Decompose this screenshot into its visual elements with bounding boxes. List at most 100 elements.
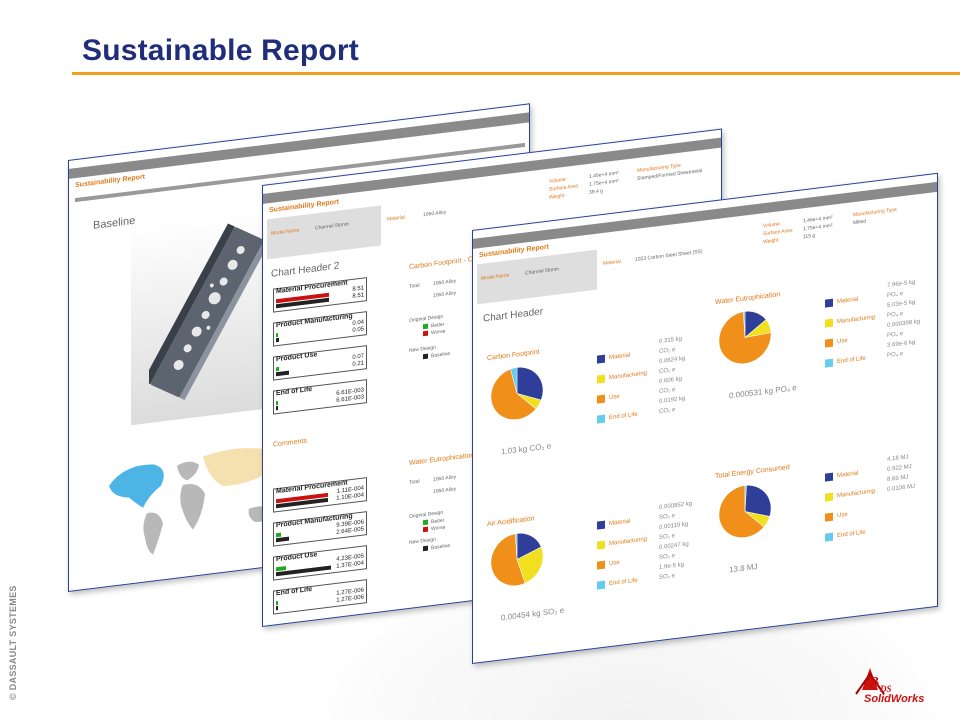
legend-label-end_of_life: End of Life — [837, 355, 866, 366]
bar-new — [276, 532, 281, 538]
better-swatch — [423, 323, 428, 330]
water-eutrophication-value: 0.000398 kg — [887, 318, 921, 330]
pie-slice-use — [718, 311, 772, 364]
water-eutrophication-total: 0.000531 kg PO₄ e — [729, 383, 797, 401]
pie-chart — [718, 485, 772, 538]
material-label: Material — [387, 214, 405, 223]
water-eutrophication-value: 3.69e-6 kg — [887, 339, 916, 350]
air-acidification-value: 0.00119 kg — [659, 521, 689, 532]
water-eutrophication-title: Water Eutrophication — [715, 291, 781, 307]
bar-box: Product Use 4.23E-005 1.37E-004 — [273, 545, 367, 581]
svg-text:3: 3 — [872, 675, 879, 690]
title-underline — [72, 72, 960, 75]
bar-box: End of Life 6.61E-003 6.61E-003 — [273, 379, 367, 415]
legend-label-end_of_life: End of Life — [609, 411, 638, 422]
legend-swatch-manufacturing — [825, 318, 833, 328]
legend-swatch-manufacturing — [597, 374, 605, 384]
legend-swatch-end_of_life — [597, 580, 605, 590]
bar-new — [276, 366, 280, 372]
pie-slice-end_of_life — [744, 485, 747, 512]
legend-label-use: Use — [609, 559, 620, 568]
pie-slice-end_of_life — [743, 311, 746, 338]
bar-label: End of Life — [276, 585, 313, 598]
bar-value: 0.21 — [352, 360, 364, 368]
air-acidification-value: SO₂ e — [659, 573, 676, 582]
copyright-text: © DASSAULT SYSTEMES — [8, 585, 18, 700]
carbon-footprint-value: CO₂ e — [659, 407, 676, 416]
chart-header: Chart Header — [483, 306, 544, 325]
report-sheet-detail: Sustainability Report Model Name Channel… — [472, 172, 938, 664]
legend-swatch-end_of_life — [825, 532, 833, 542]
legend-label-use: Use — [837, 511, 848, 520]
carbon-footprint-title: Carbon Footprint — [487, 348, 540, 363]
total-energy-value: 8.66 MJ — [887, 474, 909, 484]
legend-swatch-material — [597, 520, 605, 530]
svg-text:DS: DS — [879, 684, 892, 694]
bar-label: Material Procurement — [276, 279, 348, 296]
pie-slice-material — [744, 485, 772, 517]
carbon-footprint-value: 0.606 kg — [659, 376, 683, 386]
pie-slice-material — [516, 367, 544, 401]
bar-label: Product Use — [276, 351, 318, 364]
legend-swatch-manufacturing — [597, 540, 605, 550]
legend-label-material: Material — [837, 470, 859, 480]
carbon-footprint-value: 0.0192 kg — [659, 395, 686, 406]
bar-box: Product Manufacturing 9.39E-006 2.64E-005 — [273, 511, 367, 547]
air-acidification-value: SO₂ e — [659, 553, 676, 562]
solidworks-logo-icon: 3 DS — [855, 668, 892, 695]
legend-swatch-manufacturing — [825, 492, 833, 502]
legend-swatch-use — [825, 338, 833, 348]
water-eutrophication-value: 7.96e-5 kg — [887, 279, 916, 290]
carbon-footprint-title: Carbon Footprint - C — [409, 256, 473, 271]
legend-label-manufacturing: Manufacturing — [609, 370, 648, 382]
chart-header: Chart Header 2 — [271, 260, 340, 280]
legend-swatch-use — [597, 394, 605, 404]
legend-label-material: Material — [609, 518, 631, 528]
total-energy-total: 13.8 MJ — [729, 561, 758, 575]
legend-swatch-end_of_life — [597, 414, 605, 424]
bar-label: Product Manufacturing — [276, 312, 353, 330]
carbon-footprint-value: CO₂ e — [659, 347, 676, 356]
bar-new — [276, 601, 278, 606]
bar-label: End of Life — [276, 385, 313, 398]
total-energy-value: 0.0106 MJ — [887, 483, 916, 494]
channel-part-icon — [149, 223, 269, 401]
bar-baseline — [276, 606, 278, 611]
pie-slice-use — [490, 368, 537, 420]
water-eutrophication-value: PO₄ e — [887, 311, 904, 320]
legend-label-manufacturing: Manufacturing — [837, 314, 876, 326]
pie-slice-manufacturing — [516, 546, 544, 584]
bar-value: 8.51 — [352, 292, 364, 300]
report-sheet-baseline: Sustainability Report Baseline — [68, 103, 530, 592]
water-eutrophication-value: PO₄ e — [887, 351, 904, 360]
legend-swatch-material — [825, 298, 833, 308]
water-eutrophication-value: PO₄ e — [887, 291, 904, 300]
baseline-label: Baseline — [93, 214, 136, 232]
bar-baseline — [276, 406, 278, 411]
carbon-footprint-value: CO₂ e — [659, 367, 676, 376]
air-acidification-title: Air Acidification — [487, 515, 535, 529]
air-acidification-value: SO₂ e — [659, 513, 676, 522]
bar-baseline — [276, 536, 289, 543]
bar-box: End of Life 1.27E-006 1.27E-006 — [273, 579, 367, 615]
legend-label-use: Use — [609, 393, 620, 402]
material-value: 1060 Alloy — [423, 209, 447, 219]
bar-new — [276, 401, 278, 406]
logo-wordmark: SolidWorks — [864, 693, 925, 705]
air-acidification-value: 0.000852 kg — [659, 500, 693, 512]
pie-chart — [490, 367, 544, 420]
legend-label-manufacturing: Manufacturing — [837, 488, 876, 500]
water-eutrophication-value: 5.03e-5 kg — [887, 299, 916, 310]
carbon-footprint-value: 0.315 kg — [659, 336, 683, 346]
pie-slice-use — [718, 485, 765, 538]
legend-swatch-end_of_life — [825, 358, 833, 368]
pie-slice-end_of_life — [510, 367, 518, 394]
air-acidification-total: 0.00454 kg SO₂ e — [501, 605, 565, 623]
carbon-footprint-value: 0.0624 kg — [659, 355, 686, 366]
legend-label-end_of_life: End of Life — [837, 529, 866, 540]
pie-slice-use — [490, 533, 526, 586]
bar-label: Product Use — [276, 551, 318, 564]
bar-box: Product Manufacturing 0.04 0.05 — [273, 311, 367, 347]
world-map-icon — [109, 448, 275, 555]
bar-box: Product Use 0.07 0.21 — [273, 345, 367, 381]
